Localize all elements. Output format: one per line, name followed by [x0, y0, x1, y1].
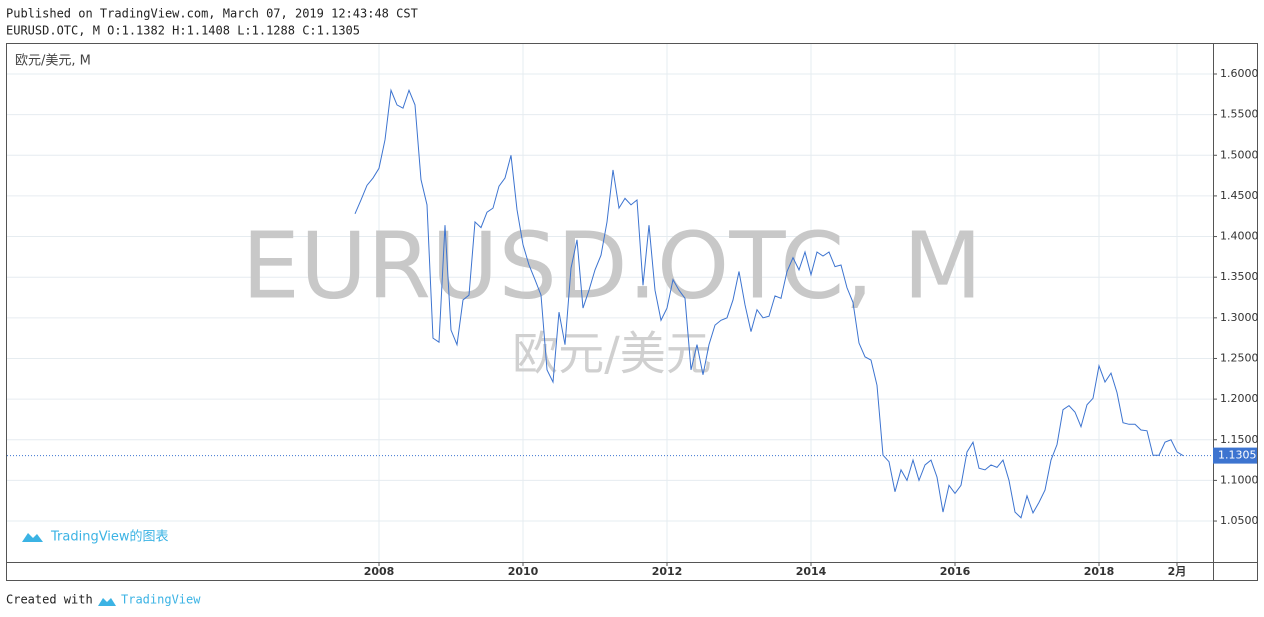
y-tick-label: 1.5500 [1220, 108, 1259, 121]
y-tick-label: 1.6000 [1220, 67, 1259, 80]
y-tick-label: 1.2000 [1220, 392, 1259, 405]
plot: 1.1305 [7, 88, 1257, 519]
footer-brand[interactable]: TradingView [121, 593, 201, 607]
last-price-label: 1.1305 [1218, 449, 1257, 462]
x-tick-label: 2012 [652, 565, 683, 578]
logo-icon [22, 533, 43, 542]
x-tick-label: 2010 [508, 565, 539, 578]
y-tick-label: 1.0500 [1220, 514, 1259, 527]
x-tick-label: 2月 [1168, 565, 1187, 578]
y-tick-label: 1.1000 [1220, 473, 1259, 486]
x-tick-label: 2008 [364, 565, 395, 578]
logo: TradingView的图表 [22, 529, 169, 545]
y-tick-label: 1.1500 [1220, 433, 1259, 446]
logo-text: TradingView的图表 [50, 529, 169, 545]
created-with: Created with [6, 593, 93, 607]
y-tick-label: 1.4500 [1220, 189, 1259, 202]
symbol-info: EURUSD.OTC, M O:1.1382 H:1.1408 L:1.1288… [6, 24, 360, 38]
legend-title: 欧元/美元, M [15, 54, 91, 69]
y-tick-label: 1.2500 [1220, 351, 1259, 364]
last-price-badge [1213, 447, 1257, 464]
y-tick-label: 1.3500 [1220, 270, 1259, 283]
x-tick-label: 2018 [1084, 565, 1115, 578]
y-tick-label: 1.3000 [1220, 311, 1259, 324]
y-tick-label: 1.4000 [1220, 230, 1259, 243]
grid: 1.0500 1.1000 1.1500 1.2000 1.2500 1.3000 1.35… [7, 44, 1259, 578]
x-tick-label: 2014 [796, 565, 827, 578]
watermark-symbol: EURUSD.OTC, M [242, 212, 983, 319]
price-line [354, 88, 1184, 519]
y-tick-label: 1.5000 [1220, 148, 1259, 161]
chart-frame [6, 43, 1258, 581]
watermark-description: 欧元/美元 [512, 327, 712, 381]
x-tick-label: 2016 [940, 565, 971, 578]
published-info: Published on TradingView.com, March 07, … [6, 7, 418, 21]
footer-logo-icon [98, 598, 116, 606]
